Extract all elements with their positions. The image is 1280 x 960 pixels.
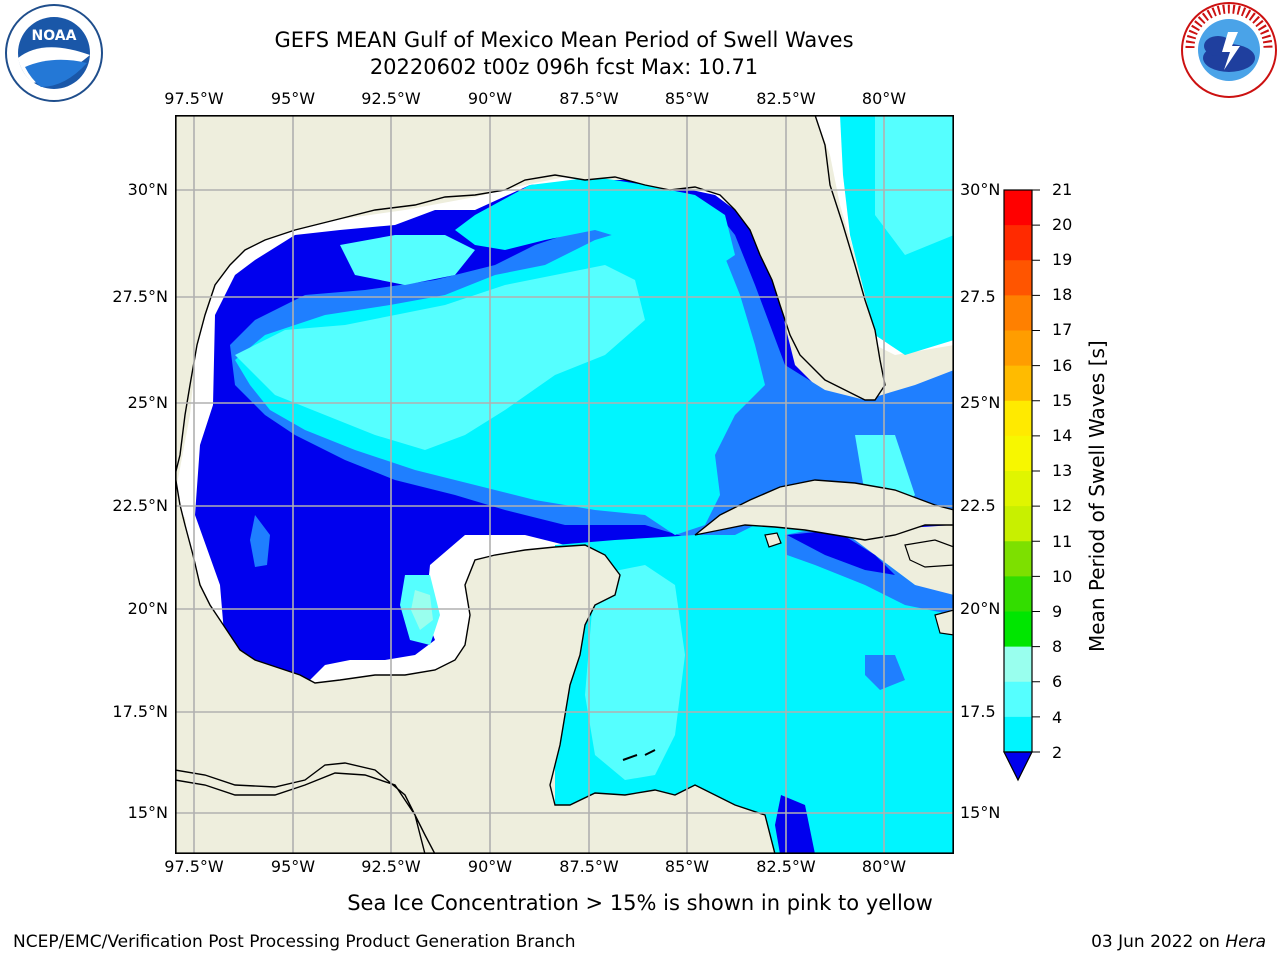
colorbar-tick-label: 14 xyxy=(1052,426,1073,445)
lat-label-left: 17.5°N xyxy=(112,702,168,721)
noaa-logo-text: NOAA xyxy=(32,28,77,44)
lat-label-right: 27.5 xyxy=(960,287,996,306)
noaa-logo: NOAA xyxy=(5,4,103,102)
mexico-coastline xyxy=(175,474,776,854)
colorbar-segment xyxy=(1004,260,1032,296)
colorbar-tick-label: 17 xyxy=(1052,320,1073,339)
colorbar-tick-label: 18 xyxy=(1052,285,1073,304)
colorbar-segment xyxy=(1004,541,1032,577)
lat-label-right: 22.5 xyxy=(960,496,996,515)
lat-label-right: 25°N xyxy=(960,393,1001,412)
colorbar-segment xyxy=(1004,646,1032,683)
colorbar-tick-label: 2 xyxy=(1052,743,1063,762)
colorbar-segment xyxy=(1004,716,1032,753)
colorbar-tick-label: 16 xyxy=(1052,356,1073,375)
lat-label-left: 15°N xyxy=(127,803,168,822)
lon-label-top: 80°W xyxy=(861,89,907,108)
colorbar-tick-label: 9 xyxy=(1052,602,1063,621)
colorbar-tick-label: 10 xyxy=(1052,567,1073,586)
colorbar-tick-label: 19 xyxy=(1052,250,1073,269)
lat-label-left: 30°N xyxy=(127,180,168,199)
lon-label-top: 95°W xyxy=(270,89,316,108)
lat-label-right: 15°N xyxy=(960,803,1001,822)
lon-label-top: 87.5°W xyxy=(559,89,619,108)
footer-date: 03 Jun 2022 on Hera xyxy=(1091,932,1266,952)
colorbar xyxy=(1003,189,1040,782)
colorbar-segment xyxy=(1004,190,1032,226)
colorbar-segment xyxy=(1004,471,1032,507)
colorbar-tick-label: 12 xyxy=(1052,496,1073,515)
colorbar-segment xyxy=(1004,611,1032,648)
lat-label-left: 27.5°N xyxy=(112,287,168,306)
lon-label-bottom: 92.5°W xyxy=(361,857,421,876)
colorbar-tick-label: 20 xyxy=(1052,215,1073,234)
colorbar-tick-label: 11 xyxy=(1052,532,1073,551)
lon-label-top: 97.5°W xyxy=(164,89,224,108)
nws-logo xyxy=(1181,2,1277,98)
footer-host: Hera xyxy=(1225,932,1266,952)
map-title: GEFS MEAN Gulf of Mexico Mean Period of … xyxy=(274,28,854,52)
lon-label-top: 92.5°W xyxy=(361,89,421,108)
colorbar-segment xyxy=(1004,295,1032,331)
lat-label-left: 25°N xyxy=(127,393,168,412)
colorbar-tick-label: 13 xyxy=(1052,461,1073,480)
colorbar-segment xyxy=(1004,225,1032,261)
lon-label-bottom: 90°W xyxy=(467,857,513,876)
lat-label-left: 22.5°N xyxy=(112,496,168,515)
colorbar-tick-label: 8 xyxy=(1052,637,1063,656)
footer-credit: NCEP/EMC/Verification Post Processing Pr… xyxy=(13,932,576,952)
lon-label-bottom: 82.5°W xyxy=(756,857,816,876)
lon-label-bottom: 87.5°W xyxy=(559,857,619,876)
lat-label-right: 30°N xyxy=(960,180,1001,199)
sea-ice-caption: Sea Ice Concentration > 15% is shown in … xyxy=(347,891,933,915)
lon-label-top: 90°W xyxy=(467,89,513,108)
footer-date-text: 03 Jun 2022 on xyxy=(1091,932,1220,952)
colorbar-title: Mean Period of Swell Waves [s] xyxy=(1085,340,1109,652)
map-frame xyxy=(175,115,954,854)
colorbar-tick-label: 15 xyxy=(1052,391,1073,410)
map-panel xyxy=(175,115,954,854)
lat-label-right: 17.5 xyxy=(960,702,996,721)
lon-label-top: 82.5°W xyxy=(756,89,816,108)
map-subtitle: 20220602 t00z 096h fcst Max: 10.71 xyxy=(369,55,759,79)
cuba-island xyxy=(694,479,954,541)
colorbar-segment xyxy=(1004,576,1032,612)
colorbar-segment xyxy=(1004,435,1032,472)
colorbar-extend-triangle xyxy=(1003,751,1033,782)
lon-label-top: 85°W xyxy=(664,89,710,108)
lat-label-right: 20°N xyxy=(960,599,1001,618)
graticule xyxy=(175,115,954,854)
lon-label-bottom: 85°W xyxy=(664,857,710,876)
colorbar-segment xyxy=(1004,365,1032,402)
colorbar-segment xyxy=(1004,506,1032,542)
lon-label-bottom: 95°W xyxy=(270,857,316,876)
colorbar-segment xyxy=(1004,400,1032,437)
colorbar-tick-label: 6 xyxy=(1052,672,1063,691)
colorbar-tick-label: 4 xyxy=(1052,708,1063,727)
colorbar-tick-label: 21 xyxy=(1052,180,1073,199)
colorbar-segment xyxy=(1004,330,1032,367)
lon-label-bottom: 80°W xyxy=(861,857,907,876)
colorbar-segment xyxy=(1004,681,1032,718)
lat-label-left: 20°N xyxy=(127,599,168,618)
lon-label-bottom: 97.5°W xyxy=(164,857,224,876)
